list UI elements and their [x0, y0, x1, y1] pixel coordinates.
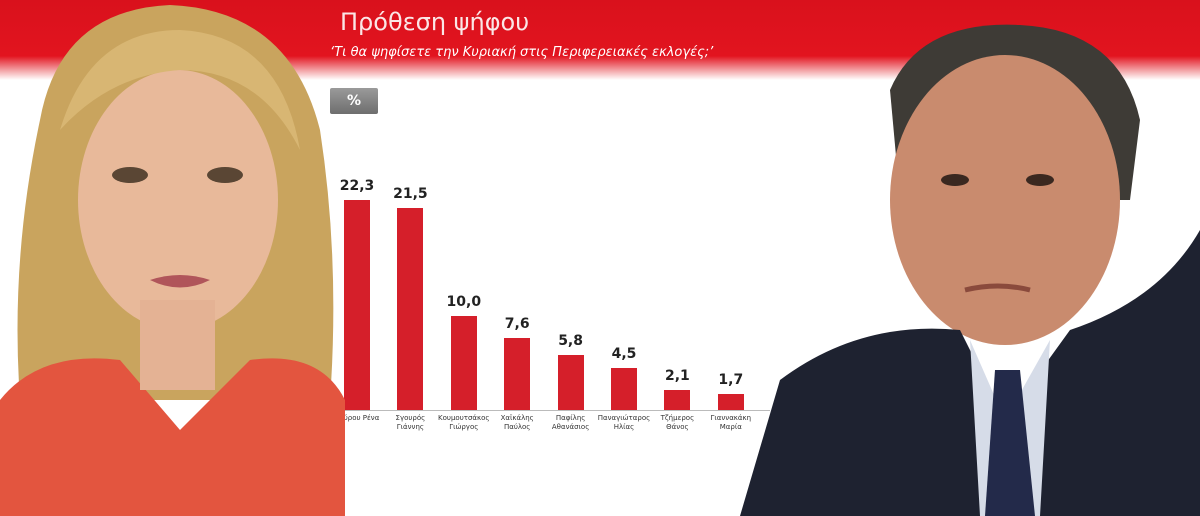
- bar: [611, 367, 637, 410]
- bar: [504, 338, 531, 410]
- bar: [557, 355, 584, 410]
- bar: [717, 393, 744, 410]
- x-tick-label: Σγουρός Γιάννης: [395, 414, 426, 431]
- value-label: 4,5: [611, 345, 637, 362]
- bar: [664, 390, 691, 410]
- bar: [344, 200, 370, 410]
- unit-badge: %: [330, 88, 378, 114]
- x-tick-label: Παφίλης Αθανάσιος: [551, 414, 590, 431]
- photo-left: [0, 5, 345, 516]
- x-tick-label: Τζήμερος Θάνος: [660, 414, 695, 431]
- baseline: [330, 410, 770, 411]
- value-label: 2,1: [664, 368, 690, 385]
- value-label: 22,3: [339, 178, 375, 194]
- value-label: 7,6: [504, 316, 530, 333]
- x-tick-label: Γιαννακάκη Μαρία: [710, 414, 752, 431]
- x-tick-label: Χαϊκάλης Παύλος: [500, 414, 534, 431]
- x-tick-label: Κουμουτσάκος Γιώργος: [438, 414, 490, 431]
- value-label: 10,0: [446, 293, 482, 310]
- value-label: 1,7: [718, 371, 744, 388]
- chart-title: Πρόθεση ψήφου: [340, 8, 530, 36]
- bar: [397, 207, 424, 410]
- chart-subtitle: ‘Τι θα ψηφίσετε την Κυριακή στις Περιφερ…: [330, 45, 714, 60]
- x-tick-label: Δούρου Ρένα: [334, 414, 380, 422]
- x-tick-label: Παναγιώταρος Ηλίας: [597, 414, 651, 431]
- bar: [450, 315, 477, 410]
- photo-right: [740, 24, 1200, 516]
- value-label: 21,5: [393, 185, 428, 202]
- value-label: 5,8: [558, 333, 583, 350]
